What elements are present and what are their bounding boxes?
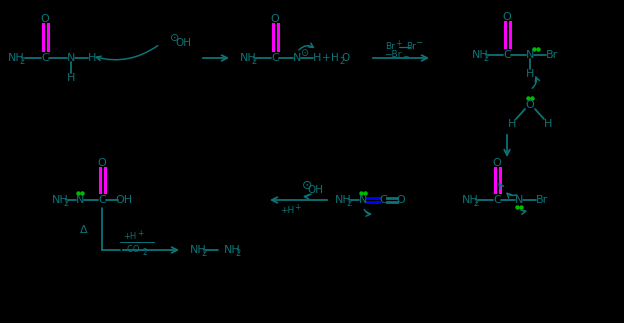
Text: −: − (416, 38, 422, 47)
Text: O: O (271, 14, 280, 24)
Text: ⊙: ⊙ (302, 179, 312, 192)
Text: +H: +H (124, 232, 137, 241)
Text: N: N (293, 53, 301, 63)
Text: O: O (97, 158, 106, 168)
Text: Δ: Δ (80, 225, 88, 235)
Text: H: H (508, 119, 516, 129)
Text: O: O (41, 14, 49, 24)
Text: H: H (313, 53, 321, 63)
Text: 2: 2 (339, 57, 344, 66)
Text: 2: 2 (202, 248, 207, 257)
Text: −: − (402, 53, 408, 61)
Text: NH: NH (335, 195, 352, 205)
Text: O: O (492, 158, 501, 168)
Text: +: + (137, 228, 143, 237)
Text: 2: 2 (143, 247, 147, 256)
Text: H: H (67, 73, 75, 83)
Text: 2: 2 (19, 57, 24, 66)
Text: H: H (88, 53, 96, 63)
Text: +H: +H (280, 205, 294, 214)
Text: C: C (98, 195, 106, 205)
Text: C: C (41, 53, 49, 63)
Text: OH: OH (307, 185, 323, 195)
Text: H: H (526, 69, 534, 79)
Text: Br: Br (406, 41, 416, 50)
Text: O: O (397, 195, 406, 205)
Text: +: + (395, 38, 401, 47)
Text: NH: NH (240, 53, 256, 63)
Text: Br: Br (546, 50, 558, 60)
Text: O: O (342, 53, 350, 63)
Text: C: C (379, 195, 387, 205)
Text: H: H (331, 53, 339, 63)
Text: 2: 2 (484, 54, 489, 62)
Text: O: O (525, 100, 534, 110)
Text: 2: 2 (251, 57, 256, 66)
Text: NH: NH (224, 245, 241, 255)
Text: 2: 2 (346, 199, 352, 207)
Text: NH: NH (8, 53, 25, 63)
Text: NH: NH (462, 195, 479, 205)
Text: C: C (271, 53, 279, 63)
Text: N: N (359, 195, 367, 205)
Text: H: H (544, 119, 552, 129)
Text: −Br: −Br (384, 49, 402, 58)
Text: OH: OH (175, 38, 191, 48)
Text: N: N (67, 53, 75, 63)
Text: NH: NH (472, 50, 489, 60)
Text: NH: NH (52, 195, 69, 205)
Text: C: C (493, 195, 501, 205)
Text: C: C (503, 50, 511, 60)
Text: +: + (294, 203, 300, 212)
Text: Br: Br (385, 41, 395, 50)
Text: OH: OH (115, 195, 132, 205)
Text: +: + (322, 53, 330, 63)
Text: NH: NH (190, 245, 207, 255)
Text: 2: 2 (64, 199, 69, 207)
Text: 2: 2 (235, 248, 241, 257)
Text: Br: Br (536, 195, 548, 205)
Text: N: N (515, 195, 523, 205)
Text: 2: 2 (474, 199, 479, 207)
Text: N: N (76, 195, 84, 205)
Text: ⊙: ⊙ (170, 33, 180, 43)
Text: ⊙: ⊙ (300, 48, 308, 58)
Text: −CO: −CO (120, 245, 140, 254)
Text: N: N (526, 50, 534, 60)
Text: O: O (502, 12, 512, 22)
